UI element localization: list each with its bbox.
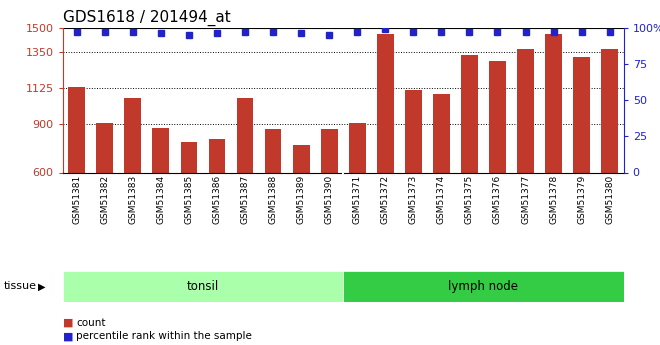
Text: GSM51374: GSM51374	[437, 175, 446, 224]
Text: tonsil: tonsil	[187, 280, 219, 293]
Bar	[209, 139, 225, 172]
Text: GSM51375: GSM51375	[465, 175, 474, 224]
Text: GSM51378: GSM51378	[549, 175, 558, 224]
Bar	[69, 88, 85, 172]
Text: GSM51380: GSM51380	[605, 175, 614, 224]
Text: GSM51384: GSM51384	[156, 175, 166, 224]
Bar	[265, 129, 281, 172]
Text: percentile rank within the sample: percentile rank within the sample	[76, 332, 251, 341]
Bar	[433, 95, 449, 172]
Bar	[152, 128, 169, 172]
Bar	[517, 49, 534, 172]
Text: ▶: ▶	[38, 282, 45, 291]
Text: GSM51371: GSM51371	[352, 175, 362, 224]
Bar	[343, 271, 624, 302]
Text: ■: ■	[63, 318, 73, 327]
Bar	[489, 61, 506, 172]
Text: lymph node: lymph node	[448, 280, 519, 293]
Text: GSM51376: GSM51376	[493, 175, 502, 224]
Bar	[292, 145, 310, 172]
Text: GSM51373: GSM51373	[409, 175, 418, 224]
Bar	[405, 90, 422, 172]
Bar	[461, 55, 478, 172]
Bar	[348, 124, 366, 172]
Bar	[321, 129, 337, 172]
Text: GSM51388: GSM51388	[269, 175, 278, 224]
Bar	[96, 124, 114, 172]
Text: GSM51389: GSM51389	[296, 175, 306, 224]
Bar	[545, 34, 562, 172]
Text: GSM51379: GSM51379	[577, 175, 586, 224]
Bar	[124, 98, 141, 172]
Text: GSM51377: GSM51377	[521, 175, 530, 224]
Text: tissue: tissue	[3, 282, 36, 291]
Text: GSM51383: GSM51383	[128, 175, 137, 224]
Bar	[63, 271, 343, 302]
Text: GSM51385: GSM51385	[184, 175, 193, 224]
Bar	[180, 142, 197, 172]
Text: count: count	[76, 318, 106, 327]
Bar	[236, 98, 253, 172]
Bar	[377, 34, 393, 172]
Text: GDS1618 / 201494_at: GDS1618 / 201494_at	[63, 10, 230, 26]
Text: GSM51390: GSM51390	[325, 175, 334, 224]
Text: GSM51382: GSM51382	[100, 175, 110, 224]
Bar	[601, 49, 618, 172]
Text: GSM51381: GSM51381	[72, 175, 81, 224]
Text: GSM51386: GSM51386	[213, 175, 222, 224]
Text: GSM51387: GSM51387	[240, 175, 249, 224]
Text: ■: ■	[63, 332, 73, 341]
Text: GSM51372: GSM51372	[381, 175, 390, 224]
Bar	[573, 57, 590, 172]
